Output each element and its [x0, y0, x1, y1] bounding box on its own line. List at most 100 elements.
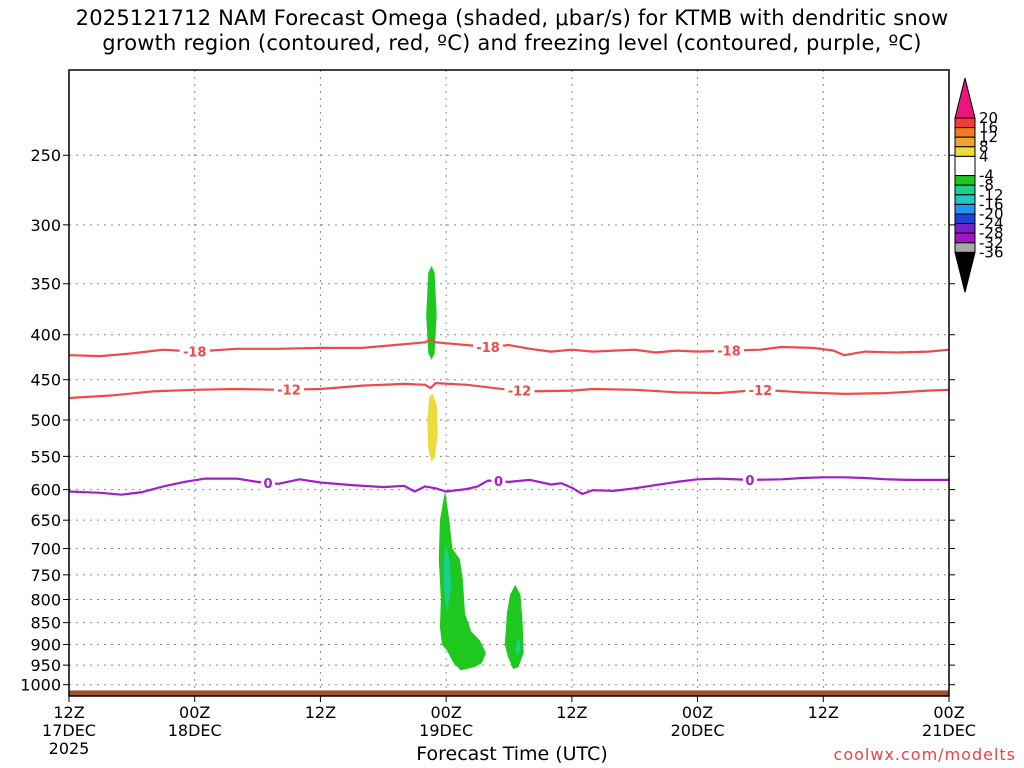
contour-line [69, 382, 949, 400]
x-tick-label: 12Z [53, 703, 84, 722]
contour-label-bg [745, 381, 776, 398]
contour-label: -18 [183, 346, 207, 361]
x-tick-label: 18DEC [168, 721, 222, 740]
ground-surface [69, 690, 949, 696]
colorbar-tick-label: -24 [979, 215, 1004, 233]
x-tick-label: 2025 [49, 739, 90, 758]
x-tick-label: 00Z [179, 703, 210, 722]
y-tick-label: 350 [30, 275, 61, 294]
x-tick-label: 00Z [682, 703, 713, 722]
colorbar-bin [954, 213, 976, 225]
y-tick-label: 650 [30, 511, 61, 530]
contour-label: -18 [476, 341, 500, 356]
colorbar-bin [954, 223, 976, 234]
colorbar-tick-label: -28 [979, 224, 1004, 242]
contour-label: -12 [749, 384, 773, 399]
contour-label-bg [491, 473, 506, 490]
chart-title-line2: growth region (contoured, red, ºC) and f… [102, 31, 922, 55]
x-tick-label: 12Z [556, 703, 587, 722]
contours: -18 -18 -18 -12 -12 -12 0 0 0 [69, 338, 949, 496]
contour-label: 0 [494, 475, 503, 490]
y-tick-label: 850 [30, 614, 61, 633]
y-tick-label: 750 [30, 566, 61, 585]
colorbar-top-arrow [954, 77, 976, 119]
colorbar-tick-label: -36 [979, 243, 1004, 261]
colorbar-bin [954, 194, 976, 205]
colorbar-tick-label: -8 [979, 176, 994, 194]
colorbar-bin [954, 232, 976, 244]
colorbar-tick-label: 8 [979, 138, 989, 156]
contour-label: 0 [264, 477, 273, 492]
contour-label: -12 [508, 385, 532, 400]
y-tick-label: 700 [30, 539, 61, 558]
colorbar-tick-label: -20 [979, 205, 1004, 223]
contour-label: 0 [745, 474, 754, 489]
colorbar-bin [954, 117, 976, 129]
y-axis: 250 300 350 400 450 500 550 600 650 700 750 800 850 9… [20, 146, 955, 695]
colorbar-tick-label: -4 [979, 167, 994, 185]
y-tick-label: 950 [30, 656, 61, 675]
credit-link[interactable]: coolwx.com/modelts [833, 745, 1016, 764]
y-tick-label: 550 [30, 447, 61, 466]
omega-shading [426, 265, 524, 671]
contour-label-bg [179, 343, 210, 360]
x-axis-label: Forecast Time (UTC) [416, 743, 608, 765]
x-tick-label: 19DEC [419, 721, 473, 740]
colorbar-tick-label: 4 [979, 147, 989, 165]
x-tick-label: 21DEC [922, 721, 976, 740]
chart-title: 2025121712 NAM Forecast Omega (shaded, μ… [0, 6, 1024, 56]
colorbar-bin [954, 175, 976, 186]
omega-region [515, 638, 521, 655]
x-tick-label: 12Z [305, 703, 336, 722]
y-tick-label: 900 [30, 635, 61, 654]
omega-region [444, 543, 452, 614]
omega-region [504, 584, 524, 670]
x-tick-label: 00Z [933, 703, 964, 722]
colorbar-bin [954, 184, 976, 196]
colorbar-bin [954, 203, 976, 215]
omega-region [426, 265, 437, 360]
colorbar-tick-label: 16 [979, 119, 998, 137]
y-tick-label: 450 [30, 371, 61, 390]
x-tick-label: 20DEC [671, 721, 725, 740]
colorbar-bin [954, 136, 976, 148]
colorbar-tick-label: 12 [979, 128, 998, 146]
contour-label-bg [473, 338, 504, 355]
colorbar-bin [954, 242, 976, 253]
surface-layer [69, 690, 949, 696]
colorbar-tick-label: -16 [979, 195, 1004, 213]
colorbar-tick-label: 20 [979, 109, 998, 127]
contour-label-bg [742, 471, 757, 488]
contour-line [69, 476, 949, 496]
y-tick-label: 500 [30, 411, 61, 430]
colorbar-bin [954, 127, 976, 138]
y-tick-label: 400 [30, 326, 61, 345]
x-tick-label: 00Z [430, 703, 461, 722]
colorbar-bin [954, 146, 976, 157]
y-tick-label: 1000 [20, 676, 61, 695]
omega-region [438, 490, 486, 671]
contour-label-bg [714, 342, 744, 359]
omega-region [427, 393, 438, 462]
x-tick-label: 17DEC [42, 721, 96, 740]
contour-line [69, 338, 949, 358]
contour-label-bg [504, 382, 535, 399]
colorbar-bin [954, 155, 976, 177]
colorbar-bottom-arrow [954, 251, 976, 293]
contour-label-bg [261, 474, 276, 491]
y-tick-label: 800 [30, 590, 61, 609]
colorbar-tick-label: -32 [979, 234, 1004, 252]
y-tick-label: 600 [30, 481, 61, 500]
colorbar-tick-label: -12 [979, 186, 1004, 204]
contour-label: -12 [277, 384, 301, 399]
y-tick-label: 300 [30, 216, 61, 235]
chart-title-line1: 2025121712 NAM Forecast Omega (shaded, μ… [75, 6, 949, 30]
contour-label-bg [274, 381, 304, 398]
y-tick-label: 250 [30, 146, 61, 165]
x-tick-label: 12Z [808, 703, 839, 722]
plot-frame [68, 69, 950, 697]
contour-label: -18 [717, 345, 741, 360]
